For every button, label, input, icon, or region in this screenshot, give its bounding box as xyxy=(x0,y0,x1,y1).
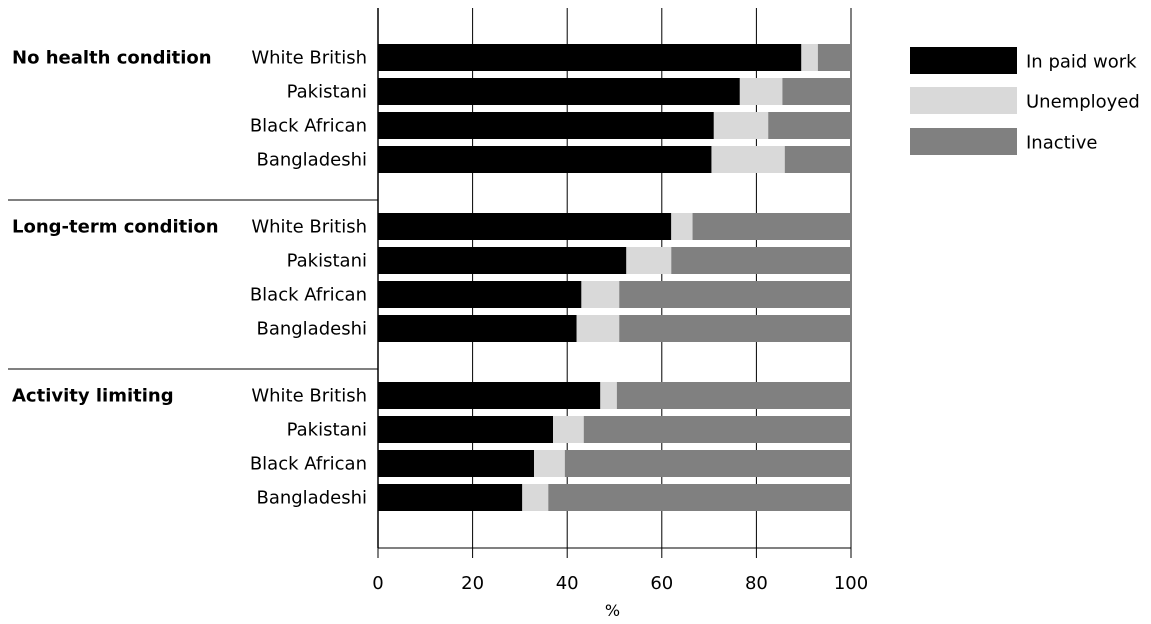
bar-segment-unemployed xyxy=(740,78,783,105)
bar-segment-inactive xyxy=(768,112,851,139)
bar-segment-unemployed xyxy=(671,213,692,240)
bar-segment-unemployed xyxy=(711,146,784,173)
bar-segment-unemployed xyxy=(577,315,620,342)
bar-segment-in-paid-work xyxy=(378,315,577,342)
legend-swatch xyxy=(910,128,1017,155)
category-labels: No health condition White British Pakistan… xyxy=(12,48,367,509)
x-tick-label: 60 xyxy=(650,573,673,594)
bar-segment-unemployed xyxy=(534,450,565,477)
category-label: Pakistani xyxy=(287,420,367,441)
category-label: Bangladeshi xyxy=(256,150,367,171)
bar-segment-unemployed xyxy=(600,382,617,409)
x-tick-label: 40 xyxy=(556,573,579,594)
bar-segment-inactive xyxy=(693,213,851,240)
category-label: Bangladeshi xyxy=(256,319,367,340)
bar-segment-in-paid-work xyxy=(378,281,581,308)
bar-segment-in-paid-work xyxy=(378,247,626,274)
group-label: Activity limiting xyxy=(12,386,174,407)
category-label: White British xyxy=(251,217,367,238)
bar-segment-inactive xyxy=(782,78,851,105)
bar-segment-inactive xyxy=(565,450,851,477)
bar-segment-unemployed xyxy=(522,484,548,511)
category-label: Pakistani xyxy=(287,251,367,272)
category-label: White British xyxy=(251,386,367,407)
legend-label: In paid work xyxy=(1026,52,1137,73)
x-tick-label: 100 xyxy=(834,573,868,594)
bar-segment-inactive xyxy=(584,416,851,443)
bar-segment-inactive xyxy=(671,247,851,274)
category-label: Black African xyxy=(250,116,367,137)
bar-segment-in-paid-work xyxy=(378,44,801,71)
x-axis-title: % xyxy=(605,601,620,620)
group-label: Long-term condition xyxy=(12,217,219,238)
legend-swatch xyxy=(910,87,1017,114)
bar-segment-in-paid-work xyxy=(378,146,711,173)
bar-segment-in-paid-work xyxy=(378,112,714,139)
category-label: Black African xyxy=(250,285,367,306)
legend-label: Inactive xyxy=(1026,133,1097,154)
x-tick-label: 80 xyxy=(745,573,768,594)
category-label: Black African xyxy=(250,454,367,475)
bar-segment-unemployed xyxy=(801,44,818,71)
bar-segment-unemployed xyxy=(714,112,768,139)
group-label: No health condition xyxy=(12,48,212,69)
bar-segment-in-paid-work xyxy=(378,213,671,240)
legend-label: Unemployed xyxy=(1026,92,1140,113)
bar-segment-unemployed xyxy=(553,416,584,443)
category-label: Bangladeshi xyxy=(256,488,367,509)
bar-segment-in-paid-work xyxy=(378,450,534,477)
category-label: White British xyxy=(251,48,367,69)
bars xyxy=(378,44,851,511)
bar-segment-unemployed xyxy=(626,247,671,274)
x-tick-label: 0 xyxy=(372,573,383,594)
bar-segment-in-paid-work xyxy=(378,78,740,105)
bar-segment-in-paid-work xyxy=(378,416,553,443)
bar-segment-in-paid-work xyxy=(378,382,600,409)
bar-segment-inactive xyxy=(619,281,851,308)
x-tick-label: 20 xyxy=(461,573,484,594)
legend-swatch xyxy=(910,47,1017,74)
bar-segment-inactive xyxy=(617,382,851,409)
bar-segment-inactive xyxy=(785,146,851,173)
bar-segment-inactive xyxy=(548,484,851,511)
bar-segment-inactive xyxy=(619,315,851,342)
bar-segment-inactive xyxy=(818,44,851,71)
bar-segment-unemployed xyxy=(581,281,619,308)
legend: In paid work Unemployed Inactive xyxy=(910,47,1140,155)
bar-segment-in-paid-work xyxy=(378,484,522,511)
category-label: Pakistani xyxy=(287,82,367,103)
